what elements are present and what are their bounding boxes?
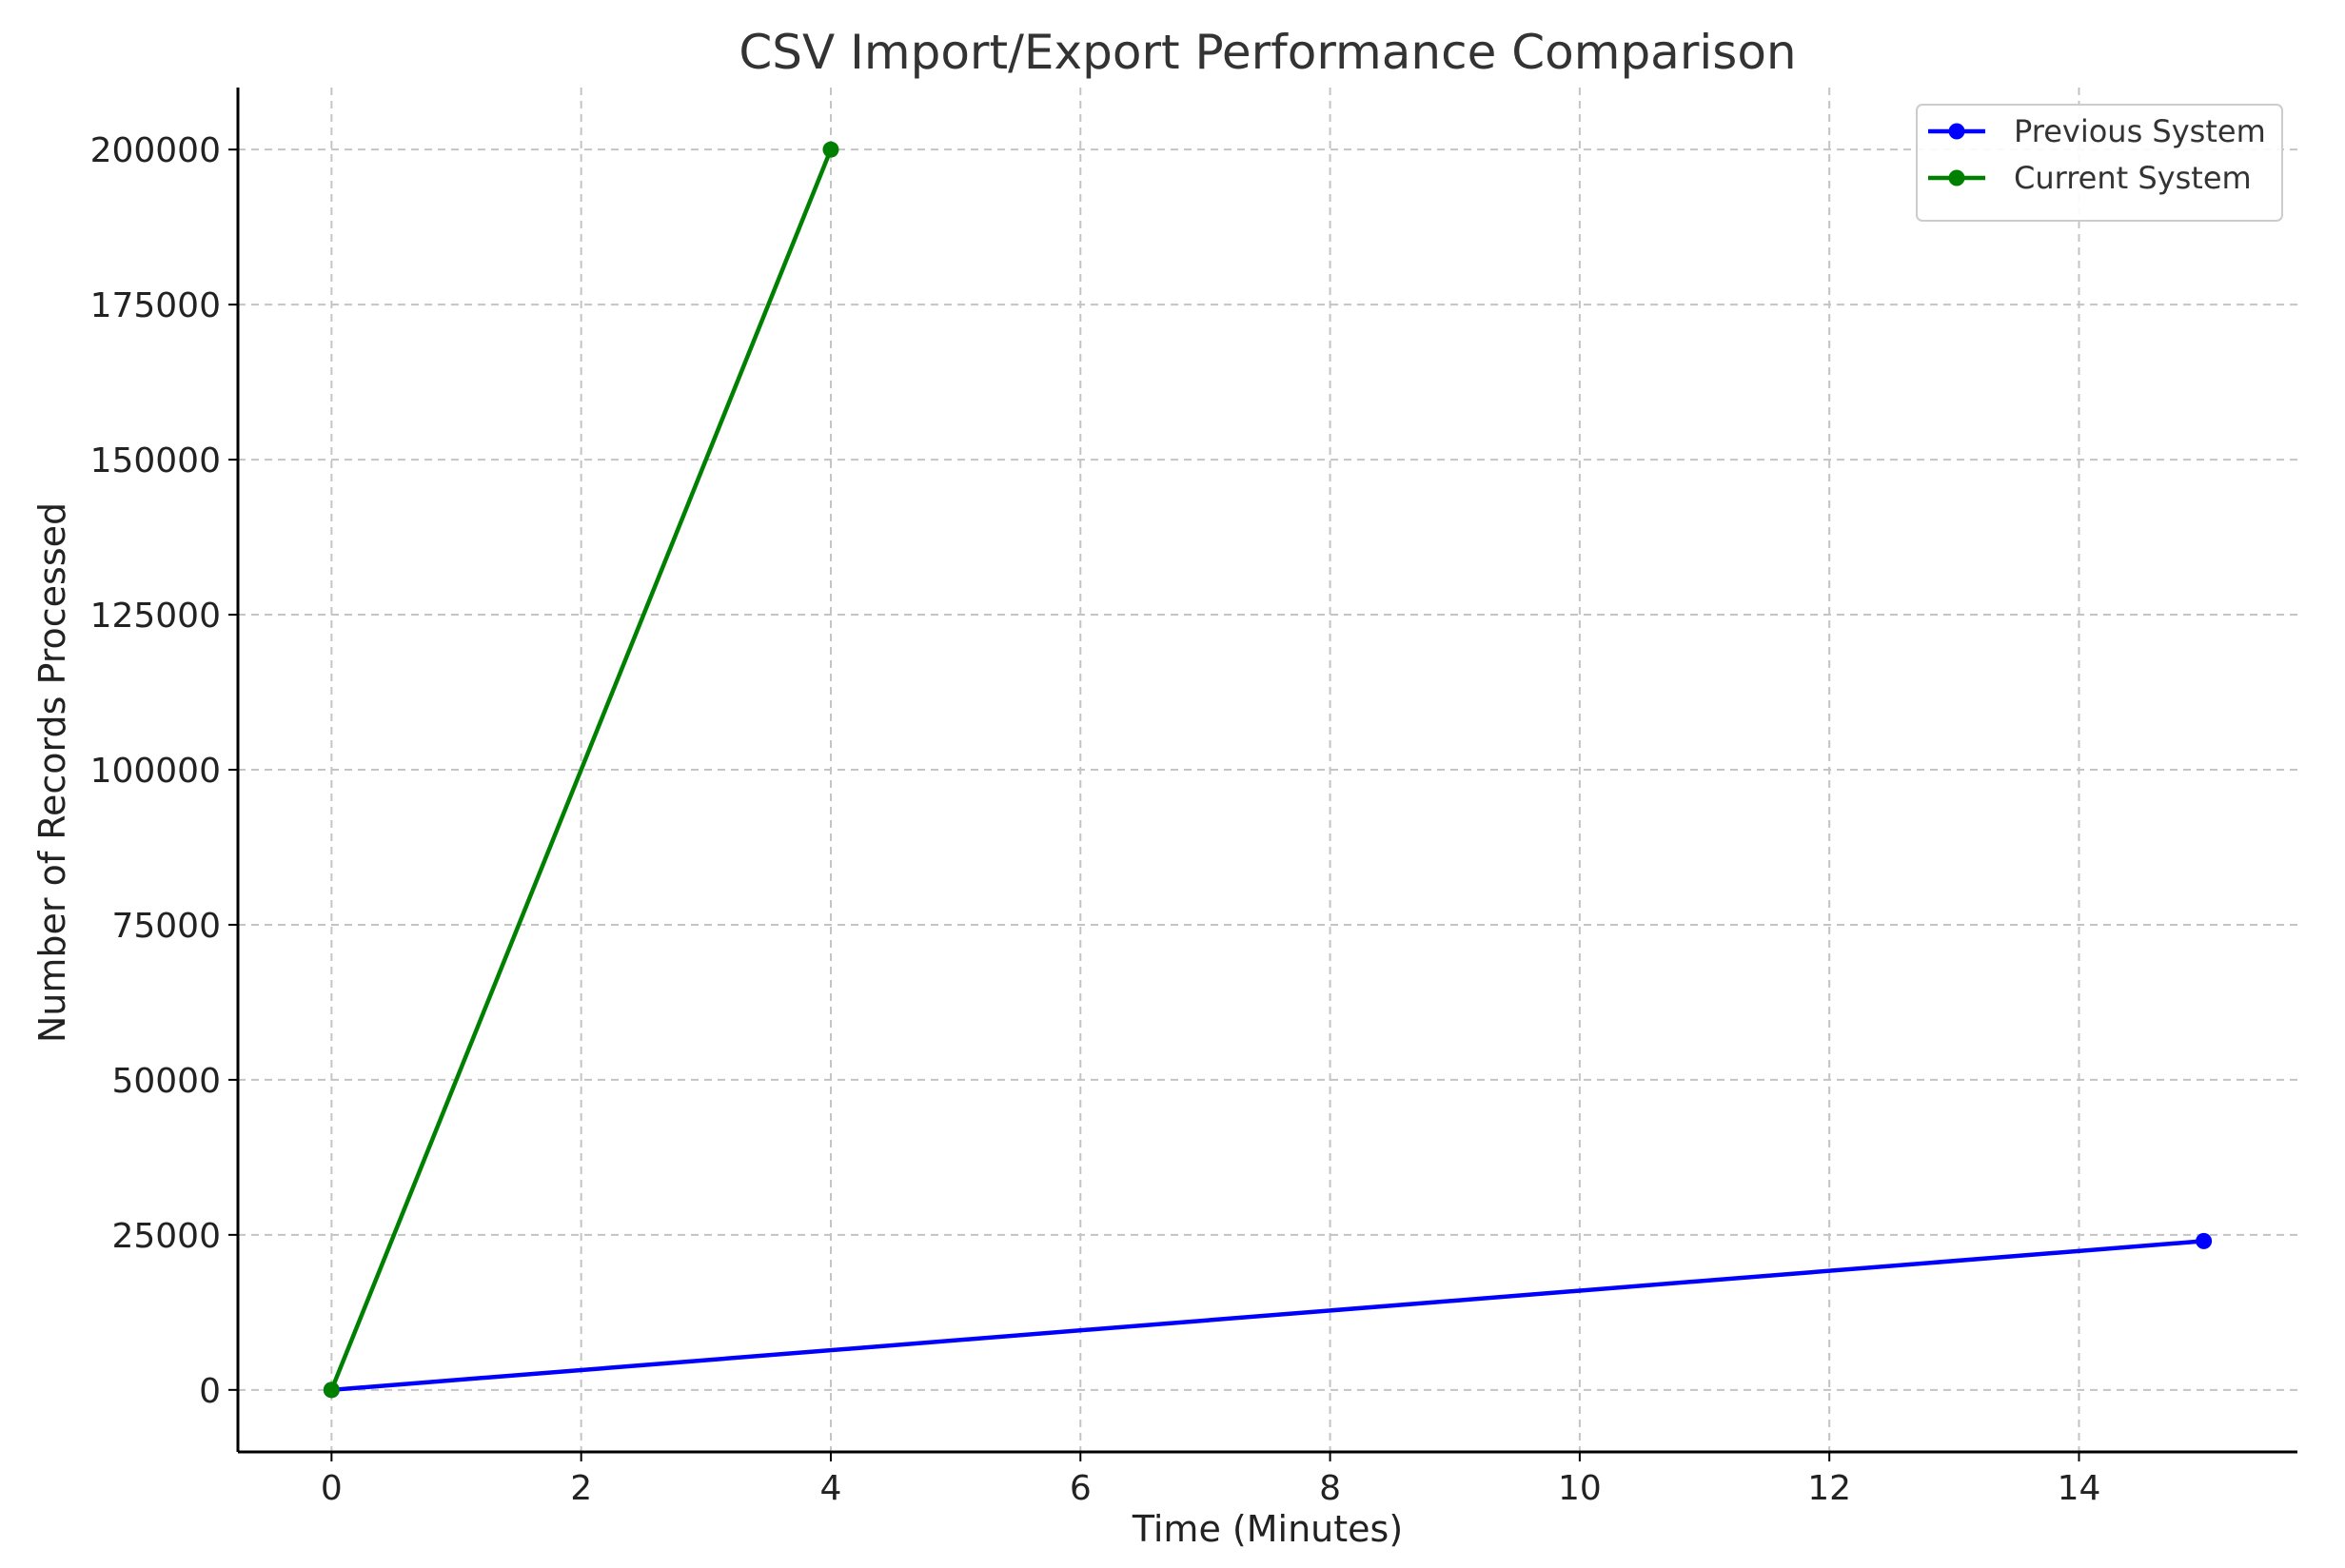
- legend-label: Previous System: [2014, 113, 2266, 149]
- previous-system-point: [2196, 1232, 2213, 1249]
- y-tick-label: 100000: [90, 752, 221, 791]
- y-tick-label: 125000: [90, 597, 221, 636]
- x-tick-label: 8: [1319, 1469, 1341, 1508]
- legend-box: [1916, 104, 2283, 222]
- axes: 0 2 4 6 8 10 12 14 0 25000 50000 75000 100000 125000 1…: [90, 88, 2297, 1508]
- grid: [238, 88, 2297, 1452]
- y-tick-label: 25000: [111, 1217, 221, 1256]
- y-tick-label: 175000: [90, 286, 221, 325]
- legend-marker: [1948, 123, 1965, 140]
- legend-marker: [1948, 169, 1965, 186]
- x-tick-label: 4: [820, 1469, 842, 1508]
- x-tick-label: 6: [1070, 1469, 1092, 1508]
- current-system-series: [323, 141, 839, 1399]
- legend-item-current-system: Current System: [1928, 160, 2252, 196]
- current-system-point: [323, 1382, 340, 1399]
- y-tick-label: 75000: [111, 907, 221, 946]
- chart-title: CSV Import/Export Performance Comparison: [739, 25, 1796, 80]
- y-tick-label: 0: [199, 1372, 221, 1411]
- y-tick-label: 50000: [111, 1062, 221, 1101]
- y-tick-label: 200000: [90, 131, 221, 170]
- series-layer: [323, 141, 2213, 1399]
- x-tick-label: 0: [321, 1469, 343, 1508]
- x-tick-label: 2: [570, 1469, 592, 1508]
- legend-label: Current System: [2014, 160, 2252, 196]
- y-tick-label: 150000: [90, 441, 221, 480]
- x-tick-label: 10: [1558, 1469, 1602, 1508]
- previous-system-line: [331, 1239, 2204, 1393]
- legend: Previous System Current System: [1916, 104, 2283, 222]
- current-system-point: [822, 141, 839, 158]
- x-tick-label: 14: [2058, 1469, 2101, 1508]
- legend-item-previous-system: Previous System: [1928, 113, 2266, 149]
- x-tick-label: 12: [1807, 1469, 1851, 1508]
- current-system-line: [329, 148, 834, 1391]
- previous-system-series: [323, 1232, 2213, 1399]
- x-axis-label: Time (Minutes): [1132, 1508, 1403, 1550]
- y-axis-label: Number of Records Processed: [31, 502, 73, 1043]
